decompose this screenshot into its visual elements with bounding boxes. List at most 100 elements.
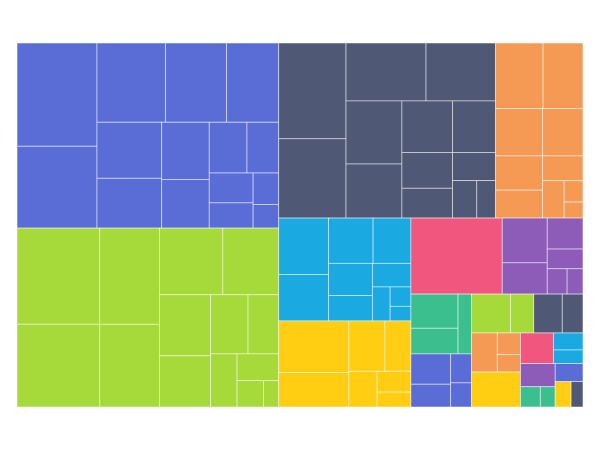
treemap-cell [371, 286, 391, 322]
treemap-cell [520, 386, 541, 408]
treemap-cell [371, 262, 412, 288]
treemap-cell [16, 227, 101, 325]
treemap-cell [542, 42, 584, 110]
treemap-cell [278, 372, 350, 408]
treemap-cell [471, 332, 498, 373]
treemap-cell [278, 138, 347, 219]
treemap-cell [496, 354, 521, 373]
treemap-cell [96, 177, 163, 229]
treemap-cell [389, 286, 412, 307]
treemap-cell [278, 320, 350, 373]
treemap-cell [348, 370, 378, 408]
treemap-cell [252, 204, 280, 229]
treemap-cell [554, 381, 572, 408]
treemap-cell [546, 248, 584, 270]
treemap-cell [546, 217, 584, 250]
treemap-cell [376, 391, 412, 408]
treemap-cell [542, 155, 584, 182]
treemap-cell [450, 353, 472, 384]
treemap-cell [401, 187, 453, 219]
treemap-cell [348, 320, 386, 372]
treemap-cell [542, 180, 565, 219]
treemap-cell [520, 332, 554, 364]
treemap-cell [452, 180, 478, 219]
treemap-cell [401, 100, 454, 153]
treemap-cell [452, 152, 496, 181]
treemap-cell [539, 386, 556, 408]
treemap-cell [552, 332, 584, 351]
treemap-cell [278, 274, 330, 322]
treemap-cell [566, 268, 584, 295]
treemap-cell [226, 42, 280, 123]
treemap-cell [345, 163, 403, 219]
treemap-cell [96, 121, 163, 179]
treemap-cell [158, 294, 211, 357]
treemap-cell [410, 353, 452, 385]
treemap-cell [278, 217, 330, 275]
treemap-cell [410, 293, 459, 329]
treemap-cell [161, 121, 210, 180]
treemap-cell [210, 294, 249, 355]
treemap-cell [410, 383, 452, 408]
treemap-cell [208, 202, 254, 229]
treemap-cell [372, 217, 412, 264]
treemap-cell [263, 380, 280, 408]
treemap-cell [161, 178, 210, 229]
treemap-cell [570, 381, 584, 408]
treemap-cell [457, 293, 472, 355]
treemap-cell [452, 100, 496, 153]
treemap-cell [99, 323, 160, 408]
treemap-cell [501, 217, 548, 264]
treemap-cell [546, 268, 568, 295]
treemap-cell [401, 152, 453, 189]
treemap-cell [246, 121, 280, 174]
treemap-cell [533, 293, 563, 334]
treemap-cell [561, 293, 584, 334]
treemap-cell [542, 108, 584, 157]
treemap-cell [328, 217, 374, 264]
treemap-cell [389, 305, 412, 322]
treemap-cell [165, 42, 227, 123]
treemap-cell [496, 332, 521, 356]
treemap-cell [471, 371, 521, 408]
treemap-cell [495, 155, 543, 191]
treemap-cell [495, 42, 544, 110]
treemap-cell [563, 201, 584, 219]
treemap-cell [328, 262, 373, 296]
treemap-cell [208, 172, 254, 204]
treemap-cell [328, 295, 373, 322]
treemap-cell [552, 349, 584, 364]
treemap-cell [158, 227, 224, 296]
treemap-cell [247, 294, 280, 355]
treemap-cell [345, 42, 427, 102]
treemap-cell [410, 217, 503, 295]
treemap-cell [425, 42, 496, 102]
treemap-cell [376, 370, 412, 393]
treemap-cell [554, 363, 584, 383]
treemap-cell [16, 323, 101, 408]
treemap-cell [252, 172, 280, 205]
treemap-cell [96, 42, 167, 123]
treemap-cell [384, 320, 412, 372]
treemap-cell [563, 180, 584, 203]
treemap-cell [208, 121, 248, 174]
treemap-cell [410, 327, 459, 355]
treemap-cell [210, 353, 238, 408]
treemap-cell [495, 108, 543, 157]
treemap-cell [236, 353, 280, 381]
treemap-cell [99, 227, 160, 325]
treemap-cell [471, 293, 511, 334]
treemap-cell [278, 42, 347, 140]
treemap-cell [520, 363, 556, 388]
treemap-cell [510, 293, 535, 334]
treemap-cell [236, 380, 264, 408]
treemap-cell [476, 180, 496, 219]
treemap-cell [501, 262, 548, 295]
treemap-cell [495, 189, 543, 219]
treemap-cell [16, 42, 98, 147]
treemap-cell [16, 145, 98, 229]
treemap-cell [450, 382, 472, 408]
treemap-cell [345, 100, 403, 165]
treemap-cell [222, 227, 280, 296]
